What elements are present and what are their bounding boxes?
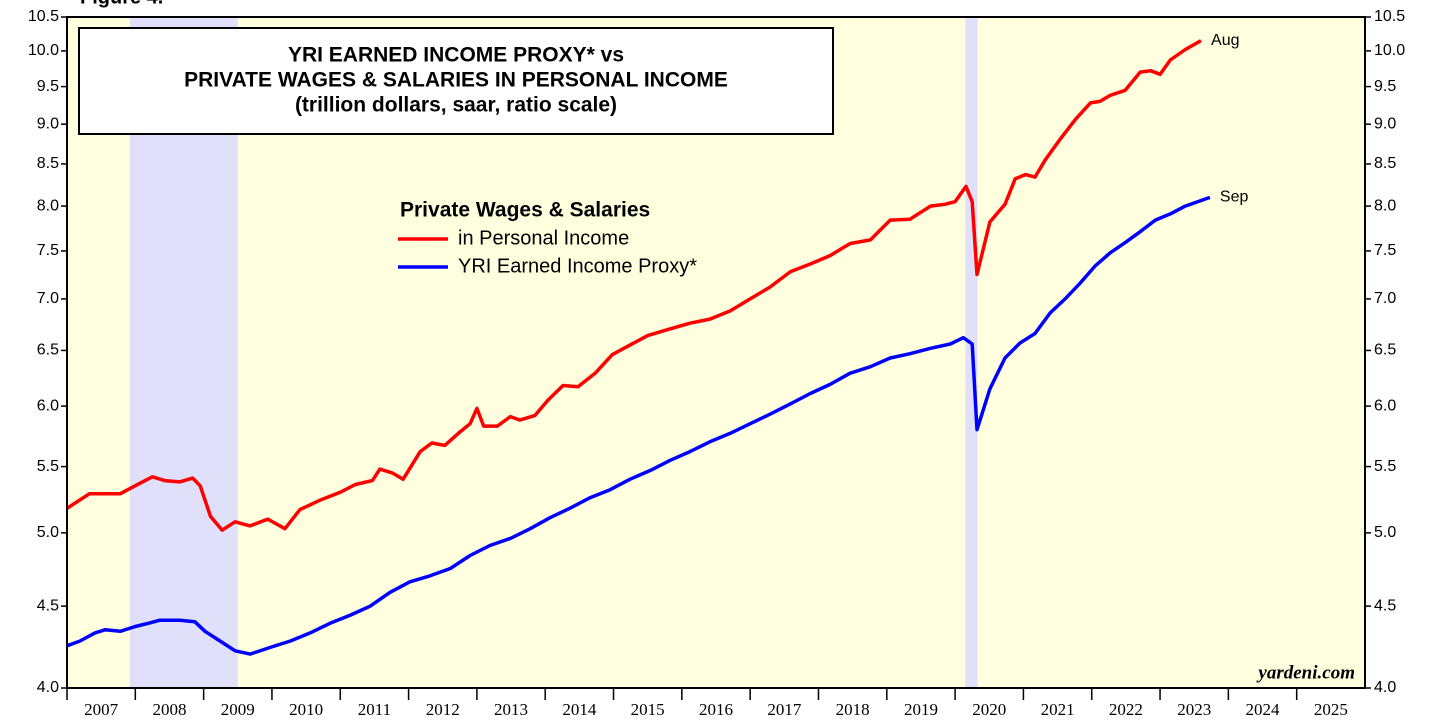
source: yardeni.com — [1256, 662, 1355, 683]
y2-tick-label: 5.5 — [1374, 458, 1396, 475]
x-tick-label: 2013 — [494, 700, 528, 719]
y2-tick-label: 4.5 — [1374, 597, 1396, 614]
series-line — [66, 39, 1202, 532]
y2-tick-label: 9.0 — [1374, 115, 1396, 132]
y2-tick-label: 8.0 — [1374, 197, 1396, 214]
end-label: Aug — [1211, 32, 1239, 49]
title-box — [78, 27, 834, 135]
y-tick-label: 5.5 — [37, 458, 59, 475]
y2-tick-label: 9.5 — [1374, 78, 1396, 95]
figure-label: Figure 4. — [80, 0, 163, 8]
chart-title: PRIVATE WAGES & SALARIES IN PERSONAL INC… — [184, 69, 728, 92]
x-tick-label: 2023 — [1177, 700, 1211, 719]
y2-tick-label: 10.0 — [1374, 42, 1405, 59]
x-tick-label: 2019 — [904, 700, 938, 719]
y2-tick-label: 5.0 — [1374, 524, 1396, 541]
y-tick-label: 9.5 — [37, 78, 59, 95]
x-tick-label: 2011 — [358, 700, 391, 719]
y-tick-label: 8.5 — [37, 155, 59, 172]
y-tick-label: 10.5 — [28, 8, 59, 25]
y-tick-label: 5.0 — [37, 524, 59, 541]
x-tick-label: 2012 — [426, 700, 460, 719]
y-tick-label: 4.5 — [37, 597, 59, 614]
y2-tick-label: 7.5 — [1374, 242, 1396, 259]
chart-title: (trillion dollars, saar, ratio scale) — [295, 94, 617, 117]
y-tick-label: 6.0 — [37, 397, 59, 414]
y-tick-label: 4.0 — [37, 679, 59, 696]
y2-tick-label: 6.5 — [1374, 342, 1396, 359]
x-tick-label: 2007 — [84, 700, 119, 719]
x-tick-label: 2020 — [972, 700, 1006, 719]
y-tick-label: 8.0 — [37, 197, 59, 214]
y2-tick-label: 8.5 — [1374, 155, 1396, 172]
y-tick-label: 6.5 — [37, 342, 59, 359]
y2-tick-label: 10.5 — [1374, 8, 1405, 25]
end-label: Sep — [1220, 189, 1249, 206]
x-tick-label: 2021 — [1041, 700, 1075, 719]
x-tick-label: 2008 — [152, 700, 186, 719]
x-tick-label: 2015 — [631, 700, 665, 719]
y-tick-label: 10.0 — [28, 42, 59, 59]
x-tick-label: 2009 — [221, 700, 255, 719]
y-tick-label: 9.0 — [37, 115, 59, 132]
y2-tick-label: 4.0 — [1374, 679, 1396, 696]
y2-tick-label: 7.0 — [1374, 290, 1396, 307]
x-tick-label: 2017 — [767, 700, 802, 719]
chart-title: YRI EARNED INCOME PROXY* vs — [288, 44, 624, 67]
x-tick-label: 2016 — [699, 700, 733, 719]
x-tick-label: 2010 — [289, 700, 323, 719]
plot-frame — [66, 16, 1366, 689]
y-tick-label: 7.0 — [37, 290, 59, 307]
series-line — [66, 195, 1211, 656]
legend-label: YRI Earned Income Proxy* — [458, 255, 697, 277]
x-tick-label: 2018 — [836, 700, 870, 719]
x-tick-label: 2022 — [1109, 700, 1143, 719]
legend-label: in Personal Income — [458, 227, 629, 249]
y2-tick-label: 6.0 — [1374, 397, 1396, 414]
x-tick-label: 2025 — [1314, 700, 1348, 719]
x-tick-label: 2014 — [562, 700, 597, 719]
y-tick-label: 7.5 — [37, 242, 59, 259]
x-tick-label: 2024 — [1246, 700, 1281, 719]
legend-title: Private Wages & Salaries — [400, 199, 650, 222]
